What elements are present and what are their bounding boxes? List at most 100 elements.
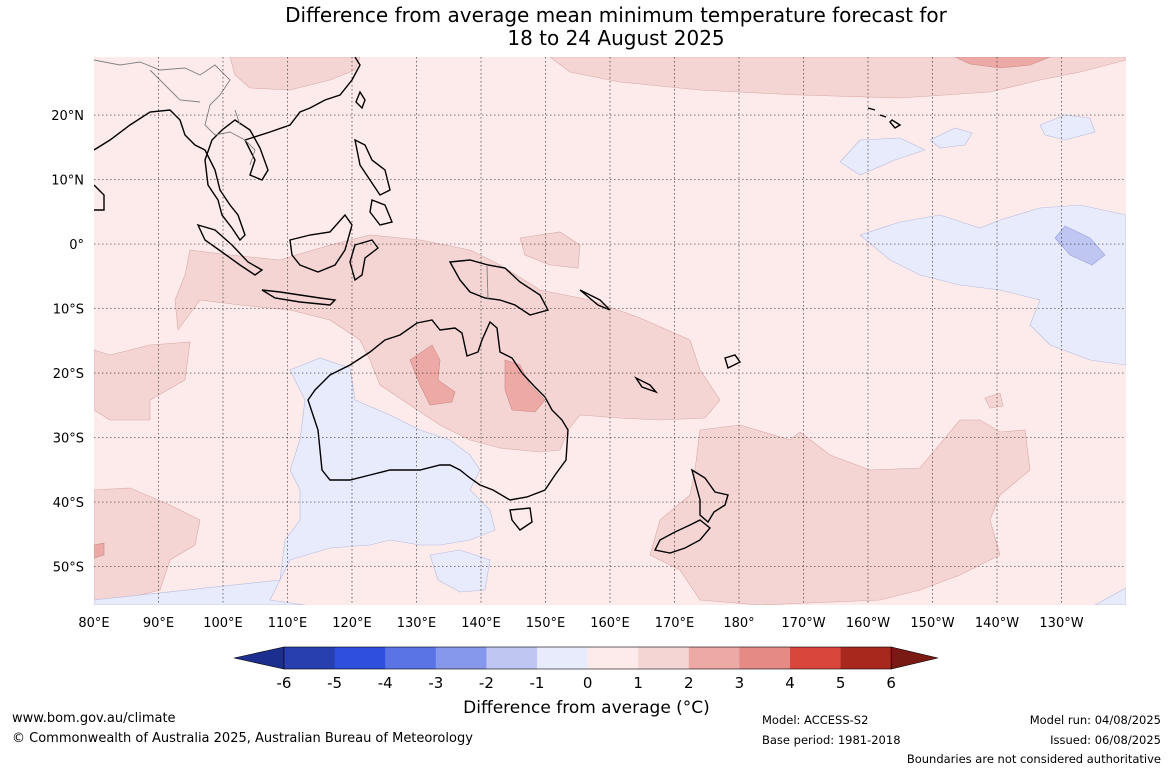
philippines-coastline — [354, 138, 393, 226]
borneo-coastline — [289, 213, 353, 273]
colorbar-segment — [486, 647, 538, 669]
longitude-labels: 80°E 90°E 100°E 110°E 120°E 130°E 140°E 150°E 16… — [78, 616, 1083, 631]
latitude-label: 0° — [69, 238, 84, 253]
colorbar-tick-label: 3 — [735, 674, 745, 692]
fiji-coastline — [724, 354, 742, 369]
cool-region-north-pacific-2 — [929, 127, 973, 149]
latitude-labels: 20°N 10°N 0° 10°S 20°S 30°S 40°S 50°S — [51, 109, 84, 576]
colorbar-segment — [435, 647, 487, 669]
colorbar-tick-label: 4 — [785, 674, 795, 692]
hawaii-coastline — [867, 107, 902, 129]
colorbar-tick-label: -1 — [530, 674, 545, 692]
longitude-label: 140°E — [461, 616, 501, 631]
colorbar-tick-label: -2 — [479, 674, 494, 692]
colorbar-tick-label: -5 — [327, 674, 342, 692]
longitude-label: 140°W — [975, 616, 1019, 631]
asia-mainland-coastline — [94, 57, 361, 242]
longitude-label: 130°E — [397, 616, 437, 631]
cool-region-southern-australia — [94, 357, 496, 605]
australia-coastline — [307, 319, 569, 501]
nz-south-island-coastline — [653, 519, 711, 554]
anomaly-regions — [94, 57, 1126, 605]
colorbar-segment — [284, 647, 336, 669]
tasmania-coastline — [509, 507, 533, 531]
png-border — [486, 265, 489, 301]
warm-region-png-east — [519, 231, 581, 269]
colorbar-tick-label: 1 — [633, 674, 643, 692]
colorbar-segment — [334, 647, 386, 669]
longitude-label: 160°W — [846, 616, 890, 631]
longitude-label: 180° — [723, 616, 754, 631]
sri-lanka-coastline — [94, 184, 105, 211]
colorbar-segment — [587, 647, 639, 669]
sumatra-coastline — [196, 223, 264, 276]
colorbar: -6 -5 -4 -3 -2 -1 0 1 2 3 4 5 6 — [233, 646, 939, 692]
colorbar-segment — [537, 647, 589, 669]
colorbar-tick-label: 5 — [836, 674, 846, 692]
asia-internal-borders — [94, 59, 256, 166]
colorbar-extend-high — [890, 646, 939, 670]
model-name: Model: ACCESS-S2 — [762, 713, 869, 727]
longitude-label: 160°E — [590, 616, 630, 631]
hot-region-sw-edge — [94, 542, 105, 559]
colder-region-central-pacific — [1054, 225, 1106, 266]
new-caledonia-coastline — [633, 376, 659, 394]
longitude-label: 150°W — [910, 616, 954, 631]
cool-region-north-pacific-1 — [839, 137, 926, 176]
latitude-label: 10°S — [53, 303, 84, 318]
colorbar-segment — [688, 647, 740, 669]
longitude-label: 150°E — [526, 616, 566, 631]
longitude-label: 100°E — [203, 616, 243, 631]
warm-region-north-pacific — [549, 57, 1126, 99]
colorbar-tick-label: 2 — [684, 674, 694, 692]
latitude-label: 20°N — [51, 109, 84, 124]
longitude-label: 120°E — [332, 616, 372, 631]
base-period: Base period: 1981-2018 — [762, 733, 901, 747]
copyright-text: © Commonwealth of Australia 2025, Austra… — [12, 731, 473, 746]
title-line-2: 18 to 24 August 2025 — [507, 26, 725, 50]
model-run-date: Model run: 04/08/2025 — [1029, 713, 1161, 727]
boundary-disclaimer: Boundaries are not considered authoritat… — [906, 752, 1161, 766]
website-link[interactable]: www.bom.gov.au/climate — [12, 711, 176, 726]
title-line-1: Difference from average mean minimum tem… — [285, 3, 947, 27]
colorbar-outline — [283, 646, 892, 670]
colorbar-segment — [840, 647, 892, 669]
longitude-label: 110°E — [268, 616, 308, 631]
cool-region-north-pacific-3 — [1039, 114, 1096, 141]
longitude-label: 90°E — [143, 616, 174, 631]
colorbar-tick-label: -3 — [428, 674, 443, 692]
colorbar-tick-label: -6 — [277, 674, 292, 692]
cool-region-central-pacific — [859, 204, 1126, 366]
longitude-label: 130°W — [1039, 616, 1083, 631]
latitude-label: 30°S — [53, 432, 84, 447]
country-borders — [94, 59, 489, 301]
warm-region-tasman-south-pacific — [649, 419, 1031, 605]
cool-region-south-patch — [429, 549, 491, 593]
colorbar-tick-label: 6 — [886, 674, 896, 692]
latitude-label: 20°S — [53, 367, 84, 382]
new-guinea-coastline — [448, 259, 550, 316]
colorbar-title: Difference from average (°C) — [463, 698, 710, 718]
colorbar-extend-low — [233, 646, 285, 670]
java-coastline — [261, 289, 337, 306]
warm-region-west-indian — [94, 341, 191, 421]
warm-region-small-1 — [984, 392, 1004, 409]
hot-region-north-pacific — [954, 57, 1051, 69]
colorbar-tick-label: 0 — [583, 674, 593, 692]
latitude-label: 10°N — [51, 174, 84, 189]
colorbar-segment — [638, 647, 690, 669]
longitude-label: 80°E — [78, 616, 109, 631]
longitude-label: 170°E — [655, 616, 695, 631]
map-title: Difference from average mean minimum tem… — [0, 4, 1173, 50]
latitude-label: 50°S — [53, 561, 84, 576]
longitude-label: 170°W — [781, 616, 825, 631]
nz-north-island-coastline — [690, 468, 729, 524]
colorbar-segment — [739, 647, 791, 669]
sulawesi-coastline — [349, 239, 379, 282]
warm-region-maritime — [174, 234, 721, 453]
colorbar-tick-label: -4 — [378, 674, 393, 692]
colorbar-segment — [385, 647, 437, 669]
hot-region-wa — [409, 344, 456, 406]
taiwan-coastline — [355, 90, 366, 110]
cool-region-se-corner — [1094, 587, 1126, 605]
